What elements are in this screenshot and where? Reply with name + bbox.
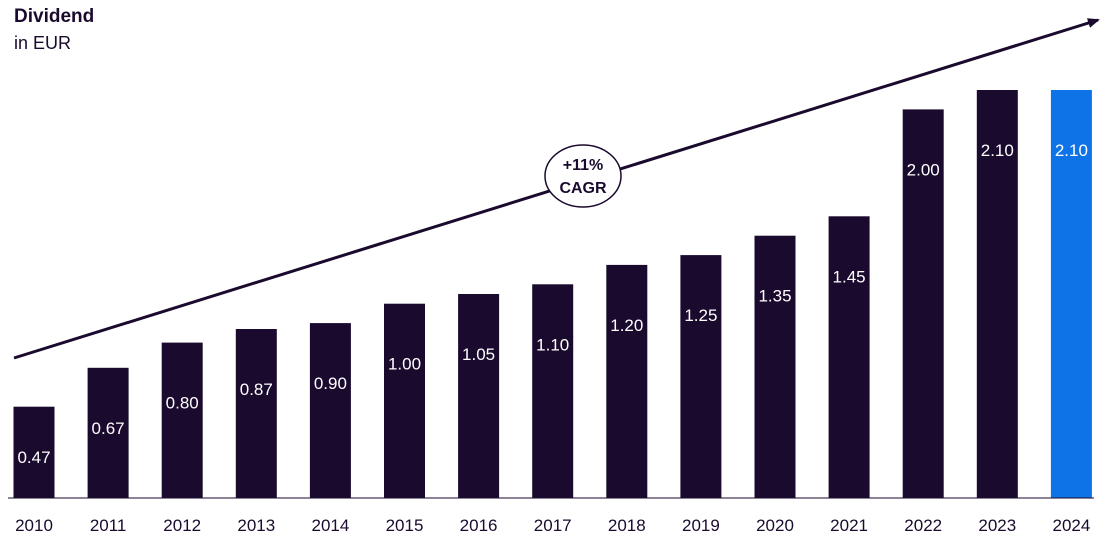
x-tick-2010: 2010 (15, 516, 53, 535)
x-tick-2012: 2012 (163, 516, 201, 535)
cagr-percent: +11% (563, 157, 603, 174)
bar-2023 (976, 90, 1018, 498)
bar-2021 (828, 216, 870, 499)
x-tick-2013: 2013 (237, 516, 275, 535)
value-label-2014: 0.90 (314, 374, 347, 393)
cagr-label: CAGR (559, 180, 607, 197)
bar-2010 (13, 406, 55, 498)
x-tick-2024: 2024 (1052, 516, 1090, 535)
chart-title: Dividend (14, 6, 95, 27)
value-label-2011: 0.67 (92, 419, 125, 438)
value-label-2019: 1.25 (684, 306, 717, 325)
cagr-annotation: +11% CAGR (544, 144, 622, 208)
x-tick-2018: 2018 (608, 516, 646, 535)
bar-2022 (902, 109, 944, 499)
cagr-ellipse (544, 144, 622, 208)
value-label-2017: 1.10 (536, 335, 569, 354)
x-tick-2022: 2022 (904, 516, 942, 535)
x-tick-2015: 2015 (386, 516, 424, 535)
x-tick-2014: 2014 (311, 516, 349, 535)
bar-2018 (606, 264, 648, 498)
x-tick-2021: 2021 (830, 516, 868, 535)
x-tick-2016: 2016 (460, 516, 498, 535)
bar-2011 (87, 367, 129, 498)
x-tick-labels-group: 2010 2011 2012 2013 2014 2015 2016 2017 2018 2019… (15, 516, 1090, 535)
value-label-2020: 1.35 (758, 287, 791, 306)
x-tick-2020: 2020 (756, 516, 794, 535)
bar-2015 (384, 303, 425, 498)
bar-2012 (161, 342, 203, 498)
value-label-2021: 1.45 (833, 267, 866, 286)
bar-2019 (680, 255, 722, 498)
value-label-2013: 0.87 (240, 380, 273, 399)
value-label-2015: 1.00 (388, 355, 421, 374)
bar-2016 (458, 294, 500, 498)
x-tick-2019: 2019 (682, 516, 720, 535)
bars-group (13, 90, 1092, 499)
x-tick-2023: 2023 (978, 516, 1016, 535)
bar-2020 (754, 235, 796, 498)
bar-2024 (1050, 90, 1092, 498)
value-label-2012: 0.80 (166, 394, 199, 413)
value-label-2010: 0.47 (17, 448, 50, 467)
x-tick-2017: 2017 (534, 516, 572, 535)
bar-2013 (235, 329, 277, 498)
value-label-2016: 1.05 (462, 345, 495, 364)
value-label-2018: 1.20 (610, 316, 643, 335)
value-label-2023: 2.10 (981, 141, 1014, 160)
bar-2017 (532, 284, 574, 498)
x-tick-2011: 2011 (90, 516, 127, 535)
chart-subtitle: in EUR (14, 33, 72, 53)
value-labels-group: 0.47 0.67 0.80 0.87 0.90 1.00 1.05 1.10 1.20 1.25… (17, 141, 1087, 467)
value-label-2022: 2.00 (907, 160, 940, 179)
value-label-2024: 2.10 (1055, 141, 1088, 160)
bar-2014 (309, 323, 351, 498)
